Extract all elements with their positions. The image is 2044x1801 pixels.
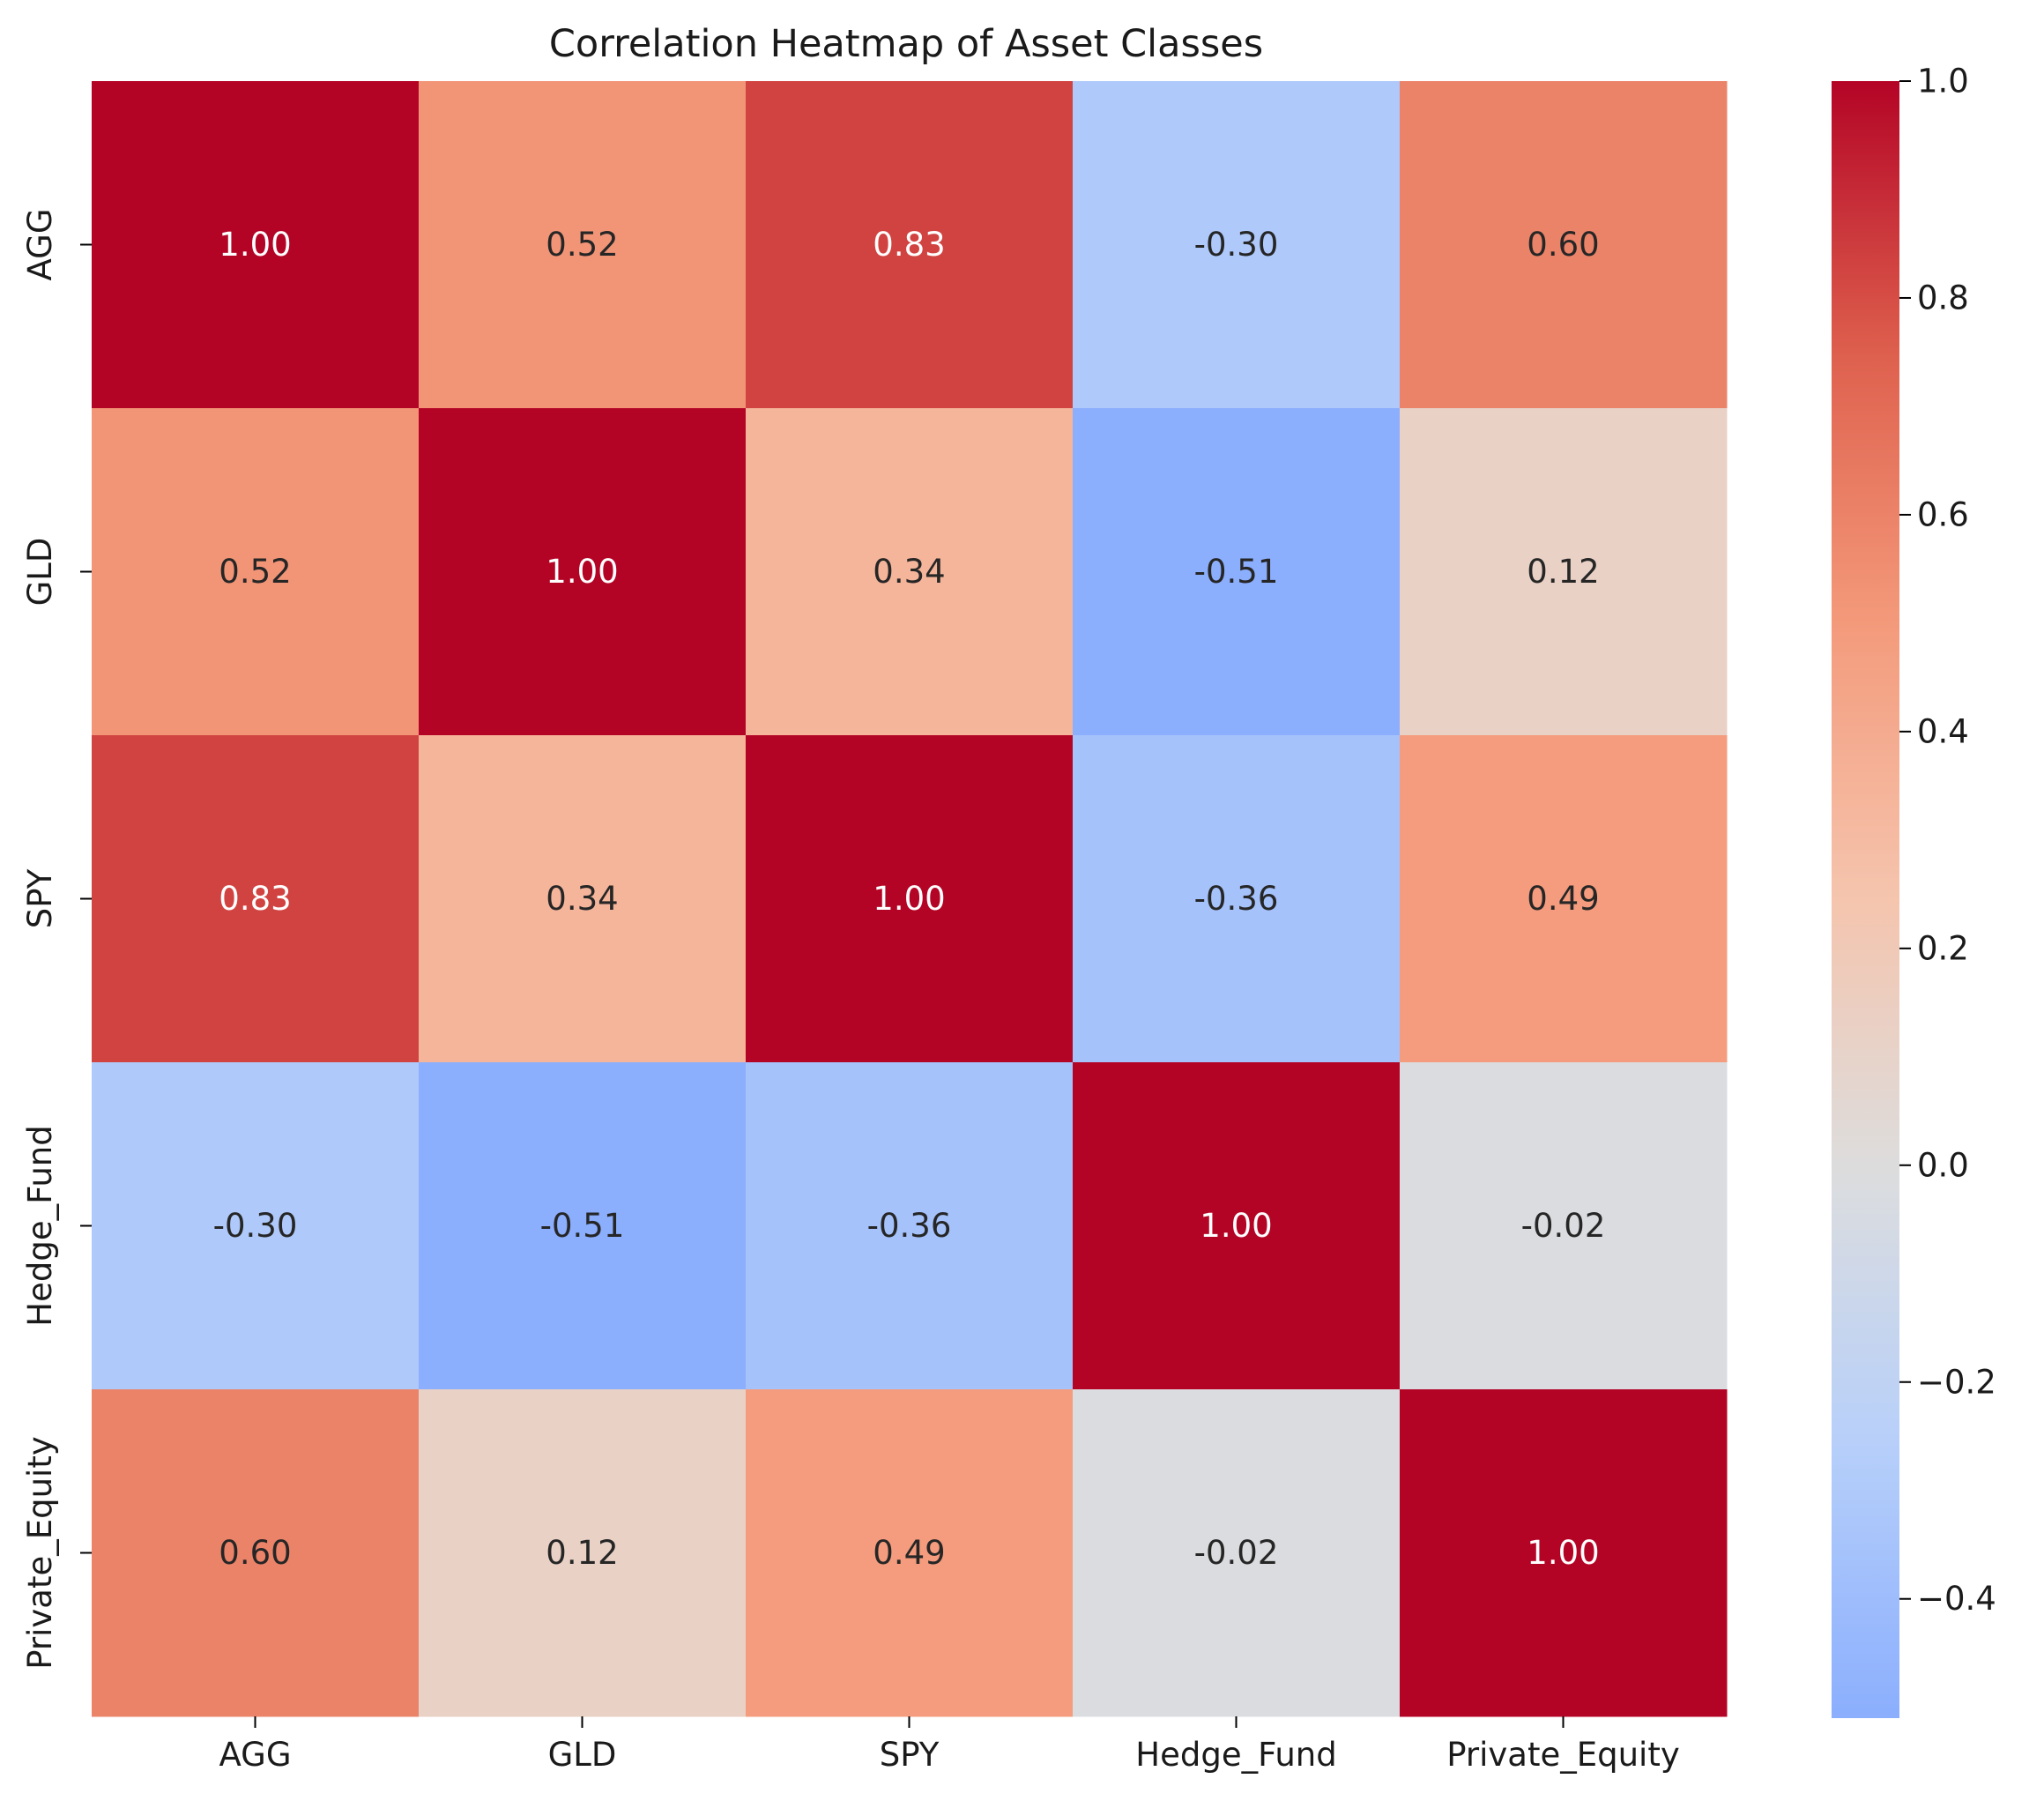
heatmap-cell (419, 1389, 747, 1717)
y-tick-label: AGG (21, 208, 59, 280)
colorbar-gradient (1832, 81, 1899, 1718)
y-tick-label: SPY (21, 868, 59, 928)
cell-value-label: 1.00 (1200, 1207, 1272, 1245)
colorbar-tick-label: −0.4 (1917, 1580, 1996, 1618)
heatmap-cell (1073, 735, 1401, 1063)
cell-value-label: -0.30 (213, 1207, 298, 1245)
heatmap-cell (746, 735, 1074, 1063)
cell-value-label: 0.49 (1527, 880, 1599, 918)
y-tick-label: Private_Equity (21, 1436, 59, 1670)
cell-value-label: 0.34 (546, 880, 618, 918)
heatmap-cell (1073, 408, 1401, 736)
cell-value-label: 1.00 (1527, 1534, 1599, 1572)
cell-value-label: 1.00 (219, 226, 291, 264)
heatmap-cell (1400, 1062, 1728, 1390)
cell-value-label: 0.52 (219, 553, 291, 591)
heatmap-cell (92, 81, 420, 409)
heatmap-cell (1073, 1062, 1401, 1390)
heatmap-cell (419, 1062, 747, 1390)
heatmap-cell (419, 735, 747, 1063)
cell-value-label: 0.49 (873, 1534, 945, 1572)
cell-value-label: -0.02 (1194, 1534, 1279, 1572)
heatmap-cell (419, 408, 747, 736)
cell-value-label: 0.60 (219, 1534, 291, 1572)
x-tick-label: Hedge_Fund (1135, 1736, 1336, 1774)
heatmap-cell (1073, 81, 1401, 409)
heatmap-cell (92, 1389, 420, 1717)
cell-value-label: 0.34 (873, 553, 945, 591)
cell-value-label: -0.02 (1521, 1207, 1606, 1245)
cell-value-label: 1.00 (546, 553, 618, 591)
heatmap-cell (746, 408, 1074, 736)
chart-title: Correlation Heatmap of Asset Classes (549, 22, 1263, 66)
cell-value-label: -0.36 (1194, 880, 1279, 918)
cell-value-label: 0.83 (219, 880, 291, 918)
cell-value-label: -0.51 (1194, 553, 1279, 591)
cell-value-label: 0.60 (1527, 226, 1599, 264)
cell-value-label: 0.12 (1527, 553, 1599, 591)
cell-value-label: -0.51 (540, 1207, 625, 1245)
x-tick-label: AGG (219, 1736, 291, 1774)
colorbar-tick-label: 0.6 (1917, 495, 1969, 533)
x-axis: AGG GLD SPY Hedge_Fund Private_Equity (219, 1716, 1680, 1774)
cell-annotations: 1.00 0.52 0.83 -0.30 0.60 0.52 1.00 0.34 -0.51 0.… (213, 226, 1606, 1572)
colorbar-tick-label: 0.2 (1917, 929, 1969, 967)
cell-value-label: -0.36 (867, 1207, 952, 1245)
y-tick-label: Hedge_Fund (21, 1125, 59, 1326)
colorbar-tick-label: 0.8 (1917, 279, 1969, 316)
cell-value-label: 0.12 (546, 1534, 618, 1572)
y-axis: AGG GLD SPY Hedge_Fund Private_Equity (21, 208, 92, 1670)
heatmap-cell (1400, 408, 1728, 736)
colorbar: 1.0 0.8 0.6 0.4 0.2 0.0 −0.2 −0.4 (1832, 63, 1996, 1718)
heatmap-cell (1400, 81, 1728, 409)
colorbar-tick-label: 0.0 (1917, 1146, 1969, 1184)
colorbar-tick-label: 1.0 (1917, 63, 1969, 100)
heatmap-cells (92, 81, 1728, 1717)
cell-value-label: 1.00 (873, 880, 945, 918)
colorbar-tick-label: 0.4 (1917, 712, 1969, 750)
cell-value-label: 0.52 (546, 226, 618, 264)
heatmap-cell (746, 1389, 1074, 1717)
x-tick-label: Private_Equity (1446, 1736, 1680, 1774)
heatmap-cell (92, 735, 420, 1063)
cell-value-label: 0.83 (873, 226, 945, 264)
heatmap-cell (1400, 735, 1728, 1063)
y-tick-label: GLD (21, 538, 59, 607)
heatmap-cell (92, 1062, 420, 1390)
heatmap-cell (92, 408, 420, 736)
cell-value-label: -0.30 (1194, 226, 1279, 264)
heatmap-cell (1400, 1389, 1728, 1717)
heatmap-cell (419, 81, 747, 409)
heatmap-cell (746, 81, 1074, 409)
colorbar-tick-label: −0.2 (1917, 1363, 1996, 1401)
x-tick-label: GLD (548, 1736, 617, 1774)
heatmap-cell (746, 1062, 1074, 1390)
x-tick-label: SPY (880, 1736, 940, 1774)
heatmap-cell (1073, 1389, 1401, 1717)
